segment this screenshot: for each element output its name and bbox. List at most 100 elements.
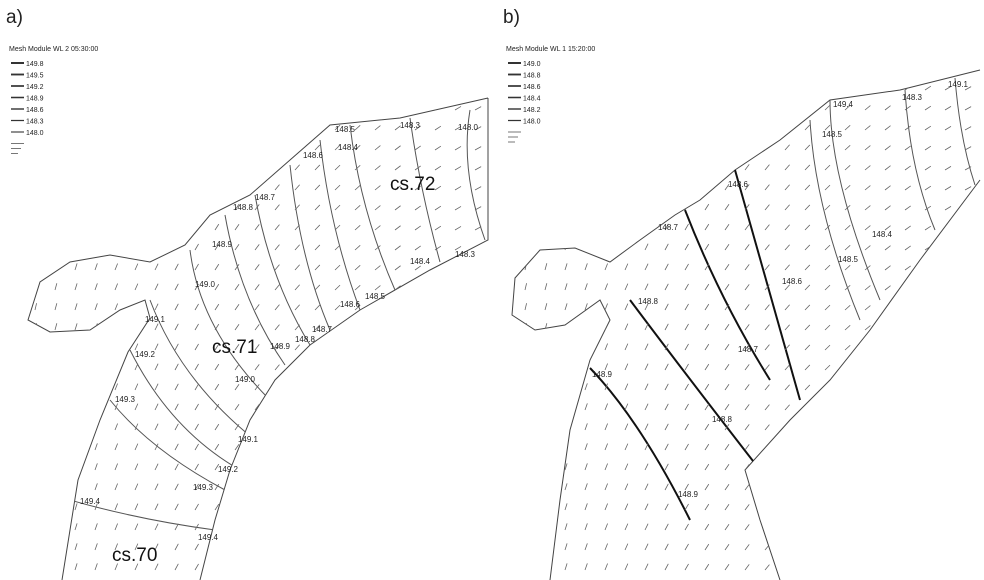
flow-arrow <box>315 525 320 530</box>
flow-arrow <box>95 183 97 190</box>
flow-arrow <box>545 523 547 530</box>
flow-arrow <box>475 507 481 510</box>
flow-arrow <box>275 85 279 90</box>
flow-arrow <box>375 326 380 330</box>
flow-arrow <box>945 366 951 370</box>
flow-arrow <box>525 423 527 430</box>
flow-arrow <box>785 85 790 90</box>
flow-arrow <box>525 443 527 450</box>
flow-arrow <box>645 204 648 210</box>
flow-arrow <box>705 544 709 550</box>
flow-arrow <box>745 84 749 90</box>
flow-arrow <box>865 246 870 250</box>
flow-arrow <box>35 263 37 270</box>
flow-arrow <box>825 525 830 530</box>
flow-arrow <box>35 203 37 210</box>
flow-arrow <box>705 464 709 470</box>
flow-arrow <box>95 203 97 210</box>
flow-arrow <box>945 486 951 490</box>
flow-arrow <box>135 104 138 110</box>
flow-arrow <box>415 566 421 570</box>
flow-arrow <box>315 545 320 550</box>
flow-arrow <box>925 386 931 390</box>
flow-arrow <box>665 184 668 190</box>
flow-arrow <box>565 363 567 370</box>
flow-arrow <box>685 164 689 170</box>
contour-label: 148.7 <box>658 223 679 232</box>
flow-arrow <box>665 144 668 150</box>
flow-arrow <box>785 65 790 70</box>
flow-arrow <box>195 144 199 150</box>
flow-arrow <box>55 483 57 490</box>
flow-arrow <box>965 147 971 150</box>
flow-arrow <box>135 504 138 510</box>
flow-arrow <box>455 66 461 70</box>
flow-arrow <box>95 363 97 370</box>
flow-arrow <box>965 327 971 330</box>
flow-arrow <box>665 544 668 550</box>
flow-arrow <box>885 426 891 430</box>
flow-arrow <box>395 486 401 490</box>
contour-label: 148.6 <box>728 180 749 189</box>
flow-arrow <box>335 525 340 530</box>
flow-arrow <box>925 66 931 70</box>
flow-arrow <box>565 423 567 430</box>
flow-arrow <box>545 503 547 510</box>
flow-arrow <box>685 524 689 530</box>
flow-arrow <box>315 405 320 410</box>
flow-arrow <box>685 184 689 190</box>
flow-arrow <box>905 406 911 410</box>
flow-arrow <box>925 426 931 430</box>
flow-arrow <box>355 325 360 330</box>
flow-arrow <box>35 223 37 230</box>
flow-arrow <box>455 386 461 390</box>
flow-arrow <box>195 564 199 570</box>
flow-arrow <box>435 326 441 330</box>
flow-arrow <box>455 546 461 550</box>
flow-arrow <box>785 385 790 390</box>
flow-arrow <box>35 183 37 190</box>
flow-arrow <box>545 123 547 130</box>
flow-arrow <box>585 543 587 550</box>
flow-arrow <box>455 526 461 530</box>
flow-arrow <box>945 326 951 330</box>
flow-arrow <box>175 204 178 210</box>
flow-arrow <box>745 484 749 490</box>
flow-arrow <box>395 326 401 330</box>
flow-arrow <box>395 386 401 390</box>
flow-arrow <box>215 124 219 130</box>
flow-arrow <box>35 523 37 530</box>
flow-arrow <box>295 505 300 510</box>
flow-arrow <box>55 223 57 230</box>
flow-arrow <box>475 487 481 490</box>
flow-arrow <box>75 183 77 190</box>
flow-arrow <box>435 346 441 350</box>
flow-arrow <box>75 243 77 250</box>
flow-arrow <box>825 545 830 550</box>
flow-arrow <box>275 485 279 490</box>
flow-arrow <box>785 365 790 370</box>
flow-arrow <box>295 325 300 330</box>
flow-arrow <box>435 86 441 90</box>
legend-label: 148.8 <box>523 72 541 79</box>
flow-arrow <box>155 524 158 530</box>
flow-arrow <box>435 386 441 390</box>
flow-arrow <box>625 164 628 170</box>
flow-arrow <box>55 203 57 210</box>
flow-arrow <box>645 224 648 230</box>
flow-arrow <box>745 384 749 390</box>
flow-arrow <box>455 266 461 270</box>
flow-arrow <box>295 545 300 550</box>
flow-arrow <box>435 306 441 310</box>
flow-arrow <box>75 123 77 130</box>
flow-arrow <box>965 107 971 110</box>
flow-arrow <box>865 486 870 490</box>
flow-arrow <box>925 306 931 310</box>
flow-arrow <box>475 327 481 330</box>
flow-arrow <box>415 466 421 470</box>
flow-arrow <box>255 124 259 130</box>
flow-arrow <box>885 546 891 550</box>
flow-arrow <box>475 287 481 290</box>
flow-arrow <box>545 363 547 370</box>
flow-arrow <box>945 566 951 570</box>
